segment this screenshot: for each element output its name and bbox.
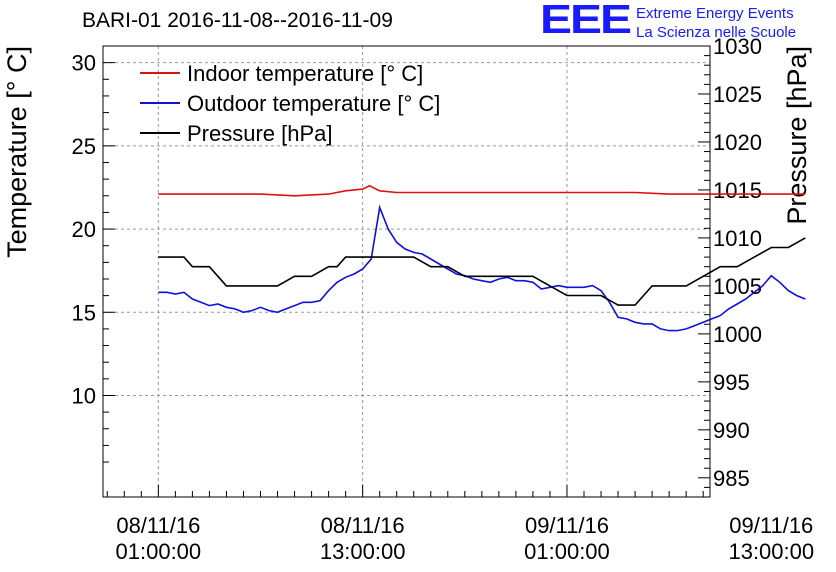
legend-label-1: Indoor temperature [° C] — [187, 61, 423, 86]
x-tick-label-date: 08/11/16 — [116, 513, 200, 538]
y2-tick-label: 1025 — [713, 82, 762, 107]
y-tick-label: 30 — [72, 51, 96, 76]
x-tick-label-time: 13:00:00 — [320, 539, 406, 564]
y2-tick-label: 1010 — [713, 226, 762, 251]
y2-tick-label: 1015 — [713, 178, 762, 203]
series-line-2 — [158, 204, 806, 332]
y2-tick-label: 1030 — [713, 34, 762, 59]
chart-title: BARI-01 2016-11-08--2016-11-09 — [82, 9, 393, 32]
logo-line-2: La Scienza nelle Scuole — [636, 24, 797, 41]
x-tick-label-time: 01:00:00 — [524, 539, 610, 564]
x-tick-label-time: 01:00:00 — [116, 539, 202, 564]
y2-tick-label: 1020 — [713, 130, 762, 155]
y2-tick-label: 990 — [713, 418, 750, 443]
y-tick-label: 25 — [72, 134, 96, 159]
plot-frame — [102, 45, 711, 498]
legend-label-2: Outdoor temperature [° C] — [187, 91, 440, 116]
y-tick-label: 20 — [72, 217, 96, 242]
y2-tick-label: 1005 — [713, 274, 762, 299]
y-tick-label: 10 — [72, 383, 96, 408]
series-line-3 — [158, 237, 806, 306]
x-tick-label-time: 13:00:00 — [728, 539, 814, 564]
y2-tick-label: 1000 — [713, 322, 762, 347]
y2-tick-label: 985 — [713, 466, 750, 491]
y-axis-title: Temperature [° C] — [2, 46, 32, 258]
series-line-1 — [158, 184, 806, 197]
y-tick-label: 15 — [72, 300, 96, 325]
x-tick-label-date: 08/11/16 — [321, 513, 405, 538]
y2-axis-title: Pressure [hPa] — [782, 46, 812, 225]
x-tick-label-date: 09/11/16 — [525, 513, 609, 538]
x-tick-label-date: 09/11/16 — [729, 513, 813, 538]
eee-logo: EEE — [540, 0, 632, 43]
logo-line-1: Extreme Energy Events — [636, 5, 794, 22]
legend-label-3: Pressure [hPa] — [187, 121, 333, 146]
y2-tick-label: 995 — [713, 370, 750, 395]
